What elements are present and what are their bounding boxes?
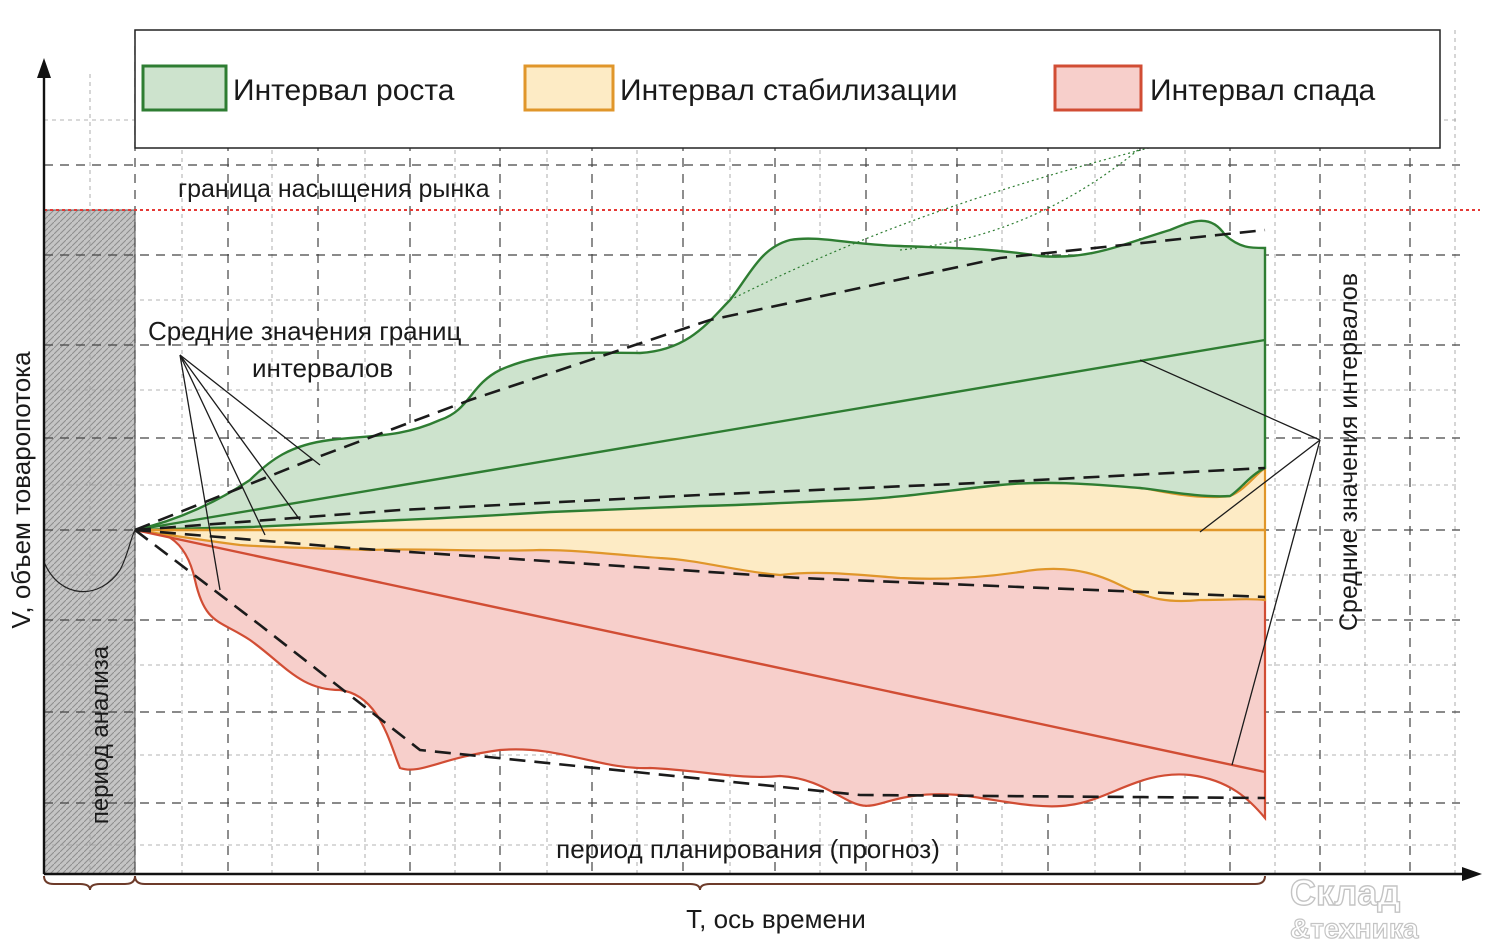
legend-label-stabilization: Интервал стабилизации [620,74,957,107]
growth-interval-area [134,219,1267,532]
growth-projection-1 [729,139,1181,301]
mean-bounds-label-line2: интервалов [252,353,393,383]
analysis-period-label: период анализа [87,645,114,824]
legend-box [134,29,1441,149]
legend-label-decline: Интервал спада [1150,74,1375,107]
analysis-curve [43,529,136,593]
period-braces [43,875,1266,891]
planning-period-label: период планирования (прогноз) [556,834,940,864]
axes [37,58,1482,881]
publisher-logo: Склад &техника [1289,871,1419,944]
y-axis-label: V, объем товаропотока [6,351,36,629]
growth-mean-line [134,338,1266,532]
mean-intervals-pointers [1139,359,1321,766]
mean-boundary-lines [134,228,1266,800]
legend-label-growth: Интервал роста [233,74,455,107]
mean-bounds-label-line1: Средние значения границ [148,316,462,346]
saturation-label: граница насыщения рынка [178,175,490,203]
growth-projection-2 [899,139,1151,251]
mean-intervals-label: Средние значения интервалов [1335,273,1363,631]
legend-swatch-stabilization [523,64,615,112]
mean-bounds-pointers [179,354,321,591]
x-axis-label: T, ось времени [686,904,866,934]
logo-line1: Склад [1290,872,1400,913]
analysis-period-area [43,209,136,875]
legend-swatch-decline [1053,64,1143,112]
logo-line2: &техника [1290,913,1419,944]
legend: Интервал роста Интервал стабилизации Инт… [134,29,1441,149]
decline-mean-line [134,528,1266,774]
legend-swatch-growth [141,64,228,112]
